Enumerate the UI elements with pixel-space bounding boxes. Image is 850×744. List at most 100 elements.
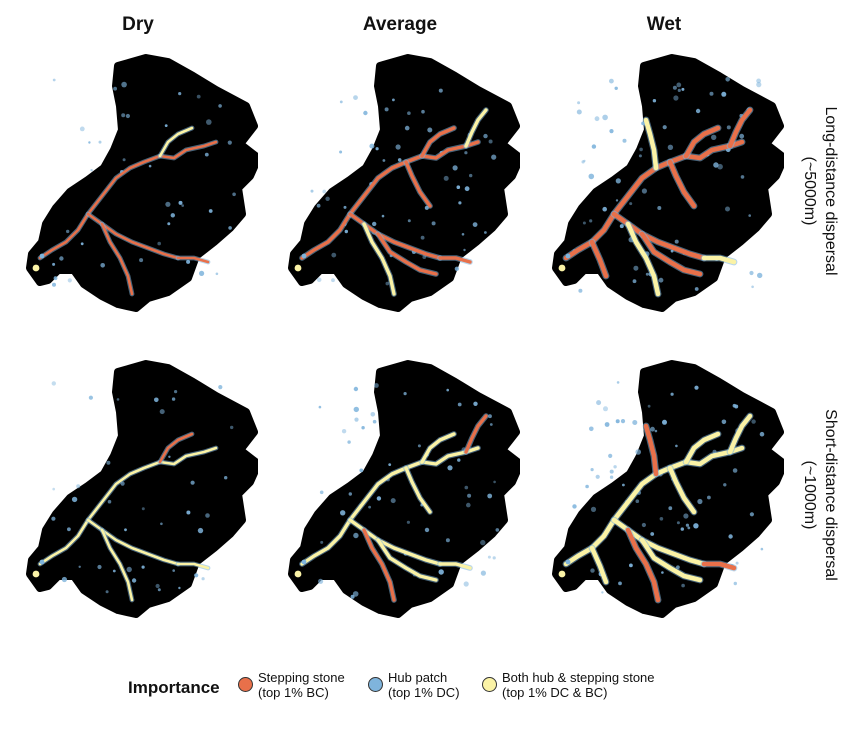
catchment-map <box>288 54 520 312</box>
hub-patch-point <box>354 417 359 422</box>
hub-patch-point <box>318 578 324 584</box>
hub-patch-point <box>344 229 348 234</box>
hub-patch-point <box>726 125 731 130</box>
hub-patch-point <box>613 465 617 469</box>
hub-patch-point <box>641 522 646 528</box>
hub-patch-point <box>693 523 699 529</box>
river-segment <box>639 231 703 277</box>
hub-patch-point <box>639 147 643 152</box>
hub-patch-point <box>667 144 674 150</box>
hub-patch-point <box>157 241 161 246</box>
hub-patch-point <box>316 203 321 208</box>
hub-patch-point <box>141 565 145 569</box>
hub-patch-point <box>343 205 347 209</box>
hub-patch-point <box>79 126 85 132</box>
outlet-hub-point <box>565 559 571 565</box>
hub-patch-point <box>681 87 685 91</box>
hub-patch-point <box>194 573 199 578</box>
map-panel-short-wet <box>544 352 784 622</box>
hub-patch-point <box>417 444 421 448</box>
river-segment <box>438 562 472 570</box>
hub-patch-point <box>633 265 639 271</box>
hub-patch-point <box>353 406 359 413</box>
hub-patch-point <box>589 426 594 432</box>
hub-patch-point <box>424 527 430 533</box>
hub-patch-point <box>61 576 67 583</box>
catchment-map <box>552 360 784 618</box>
hub-patch-point <box>199 270 205 276</box>
hub-patch-point <box>687 526 691 530</box>
hub-patch-point <box>122 158 126 162</box>
hub-patch-point <box>427 127 433 133</box>
hub-patch-point <box>339 100 343 104</box>
hub-patch-point <box>178 200 183 205</box>
hub-patch-point <box>404 125 410 131</box>
hub-patch-point <box>186 259 191 264</box>
hub-patch-point <box>632 279 637 284</box>
outlet-hub-point <box>301 253 307 259</box>
catchment-area <box>26 54 258 312</box>
river-segment <box>362 528 396 602</box>
catchment-map <box>288 360 520 618</box>
river-segment <box>376 538 438 582</box>
hub-patch-point <box>483 133 488 139</box>
legend-swatch-hub-patch <box>368 677 383 692</box>
legend-sublabel: (top 1% BC) <box>258 685 329 700</box>
river-segment <box>404 466 432 514</box>
river-segment <box>464 414 488 454</box>
hub-patch-point <box>107 499 112 504</box>
hub-patch-point <box>381 214 385 218</box>
hub-patch-point <box>638 154 642 158</box>
hub-patch-point <box>622 138 627 143</box>
hub-patch-point <box>205 513 210 518</box>
hub-patch-point <box>181 204 184 207</box>
river-segment <box>667 465 697 515</box>
hub-patch-point <box>347 440 351 444</box>
hub-patch-point <box>620 419 626 424</box>
river-segment <box>589 545 609 585</box>
hub-patch-point <box>154 397 159 403</box>
hub-patch-point <box>172 569 175 572</box>
hub-patch-point <box>385 281 390 286</box>
hub-patch-point <box>124 528 127 532</box>
hub-patch-point <box>602 114 608 121</box>
hub-patch-point <box>590 506 597 512</box>
legend-swatch-both <box>482 677 497 692</box>
hub-patch-point <box>320 540 324 544</box>
hub-patch-point <box>165 201 171 207</box>
map-panel-long-wet <box>544 46 784 316</box>
row-label-long-distance-line2: (~5000m) <box>801 156 818 226</box>
row-label-long-distance-line1: Long-distance dispersal <box>822 106 839 276</box>
hub-patch-point <box>100 263 105 268</box>
hub-patch-point <box>319 490 324 495</box>
hub-patch-point <box>160 522 163 526</box>
hub-patch-point <box>382 159 386 162</box>
hub-patch-point <box>197 527 204 534</box>
hub-patch-point <box>491 154 497 160</box>
hub-patch-point <box>51 516 56 521</box>
hub-patch-point <box>463 248 466 252</box>
legend-sublabel: (top 1% DC) <box>388 685 460 700</box>
hub-patch-point <box>680 527 684 531</box>
river-segment <box>420 126 456 158</box>
hub-patch-point <box>591 144 597 149</box>
legend-label: Hub patch <box>388 670 448 685</box>
hub-patch-point <box>116 398 120 401</box>
river-segment <box>176 256 210 264</box>
hub-patch-point <box>370 412 376 417</box>
river-segment <box>625 221 661 297</box>
river-segment <box>701 255 737 265</box>
hub-patch-point <box>622 483 625 487</box>
hub-patch-point <box>168 455 171 458</box>
hub-patch-point <box>760 547 764 551</box>
river-segment <box>464 108 488 148</box>
hub-patch-point <box>662 125 667 130</box>
row-label-short-distance-line1: Short-distance dispersal <box>822 409 839 581</box>
hub-patch-point <box>609 129 614 134</box>
hub-patch-point <box>697 498 703 505</box>
hub-patch-point <box>376 496 382 501</box>
hub-patch-point <box>443 175 449 181</box>
hub-patch-point <box>650 532 655 536</box>
hub-patch-point <box>589 219 593 223</box>
hub-patch-point <box>208 209 213 213</box>
